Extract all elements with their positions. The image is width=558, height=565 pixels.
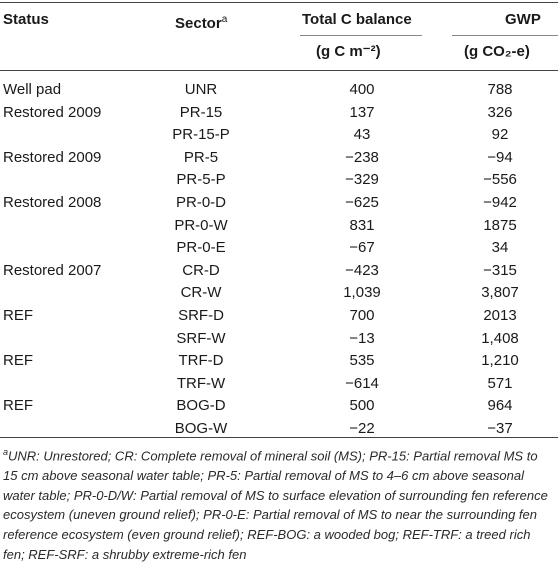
cell-gwp: −37 <box>487 420 513 437</box>
cell-sector: BOG-W <box>174 420 228 437</box>
header-sub-rule-gwp <box>452 35 558 36</box>
header-total-c-balance: Total C balance <box>302 11 412 28</box>
cell-gwp: −556 <box>483 171 517 189</box>
cell-total-c-balance: −22 <box>349 420 375 437</box>
cell-status: Restored 2007 <box>3 261 102 279</box>
header-sub-rule-total-c <box>300 35 422 36</box>
table-footnote: aUNR: Unrestored; CR: Complete removal o… <box>3 443 555 565</box>
cell-sector: PR-0-E <box>176 239 226 257</box>
bottom-rule <box>0 437 558 438</box>
cell-sector: TRF-W <box>176 374 226 392</box>
cell-sector: PR-5-P <box>176 171 226 189</box>
cell-gwp: 964 <box>487 397 513 415</box>
cell-status: Restored 2009 <box>3 103 102 121</box>
cell-sector: SRF-W <box>176 329 226 347</box>
cell-gwp: 1875 <box>483 216 517 234</box>
cell-gwp: −942 <box>483 194 517 211</box>
cell-gwp: 571 <box>487 374 513 392</box>
header-sector-label: Sector <box>175 15 222 32</box>
cell-status: Restored 2008 <box>3 194 102 211</box>
cell-total-c-balance: 43 <box>353 126 371 144</box>
cell-sector: CR-D <box>182 261 220 279</box>
cell-sector: PR-0-W <box>174 216 228 234</box>
cell-gwp: 1,408 <box>481 329 519 347</box>
cell-total-c-balance: 500 <box>349 397 375 415</box>
footnote-marker: a <box>3 447 9 457</box>
cell-status: REF <box>3 307 33 324</box>
cell-total-c-balance: 831 <box>349 216 375 234</box>
top-rule <box>0 2 558 3</box>
cell-gwp: 1,210 <box>481 352 519 370</box>
cell-total-c-balance: −329 <box>345 171 379 189</box>
cell-status: Restored 2009 <box>3 148 102 166</box>
cell-gwp: −315 <box>483 261 517 279</box>
header-gwp: GWP <box>505 11 541 28</box>
cell-status: REF <box>3 352 33 370</box>
cell-gwp: 3,807 <box>481 284 519 302</box>
cell-total-c-balance: −625 <box>345 194 379 211</box>
cell-total-c-balance: 535 <box>349 352 375 370</box>
footnote-text: UNR: Unrestored; CR: Complete removal of… <box>3 448 548 562</box>
cell-gwp: 92 <box>491 126 509 144</box>
cell-total-c-balance: −238 <box>345 148 379 166</box>
header-sector: Sectora <box>175 11 227 33</box>
cell-gwp: 788 <box>487 81 513 98</box>
cell-gwp: 2013 <box>483 307 517 324</box>
cell-total-c-balance: −13 <box>349 329 375 347</box>
header-sector-footnote-marker: a <box>221 14 228 25</box>
cell-gwp: 326 <box>487 103 513 121</box>
cell-sector: UNR <box>184 81 218 98</box>
cell-sector: CR-W <box>180 284 222 302</box>
cell-total-c-balance: 1,039 <box>343 284 381 302</box>
cell-total-c-balance: 700 <box>349 307 375 324</box>
header-gwp-unit: (g CO₂-e) <box>464 43 530 60</box>
cell-total-c-balance: −614 <box>345 374 379 392</box>
cell-status: Well pad <box>3 81 62 98</box>
header-bottom-rule <box>0 70 558 71</box>
cell-status: REF <box>3 397 33 415</box>
cell-sector: PR-5 <box>183 148 219 166</box>
cell-total-c-balance: 400 <box>349 81 375 98</box>
header-total-c-unit: (g C m⁻²) <box>316 43 381 60</box>
cell-sector: BOG-D <box>176 397 226 415</box>
cell-gwp: −94 <box>487 148 513 166</box>
cell-total-c-balance: −67 <box>349 239 375 257</box>
cell-sector: SRF-D <box>178 307 224 324</box>
cell-gwp: 34 <box>491 239 509 257</box>
cell-sector: PR-0-D <box>175 194 226 211</box>
cell-total-c-balance: 137 <box>349 103 375 121</box>
cell-total-c-balance: −423 <box>345 261 379 279</box>
cell-sector: PR-15 <box>179 103 223 121</box>
cell-sector: PR-15-P <box>172 126 230 144</box>
header-status: Status <box>3 11 49 28</box>
cell-sector: TRF-D <box>178 352 224 370</box>
